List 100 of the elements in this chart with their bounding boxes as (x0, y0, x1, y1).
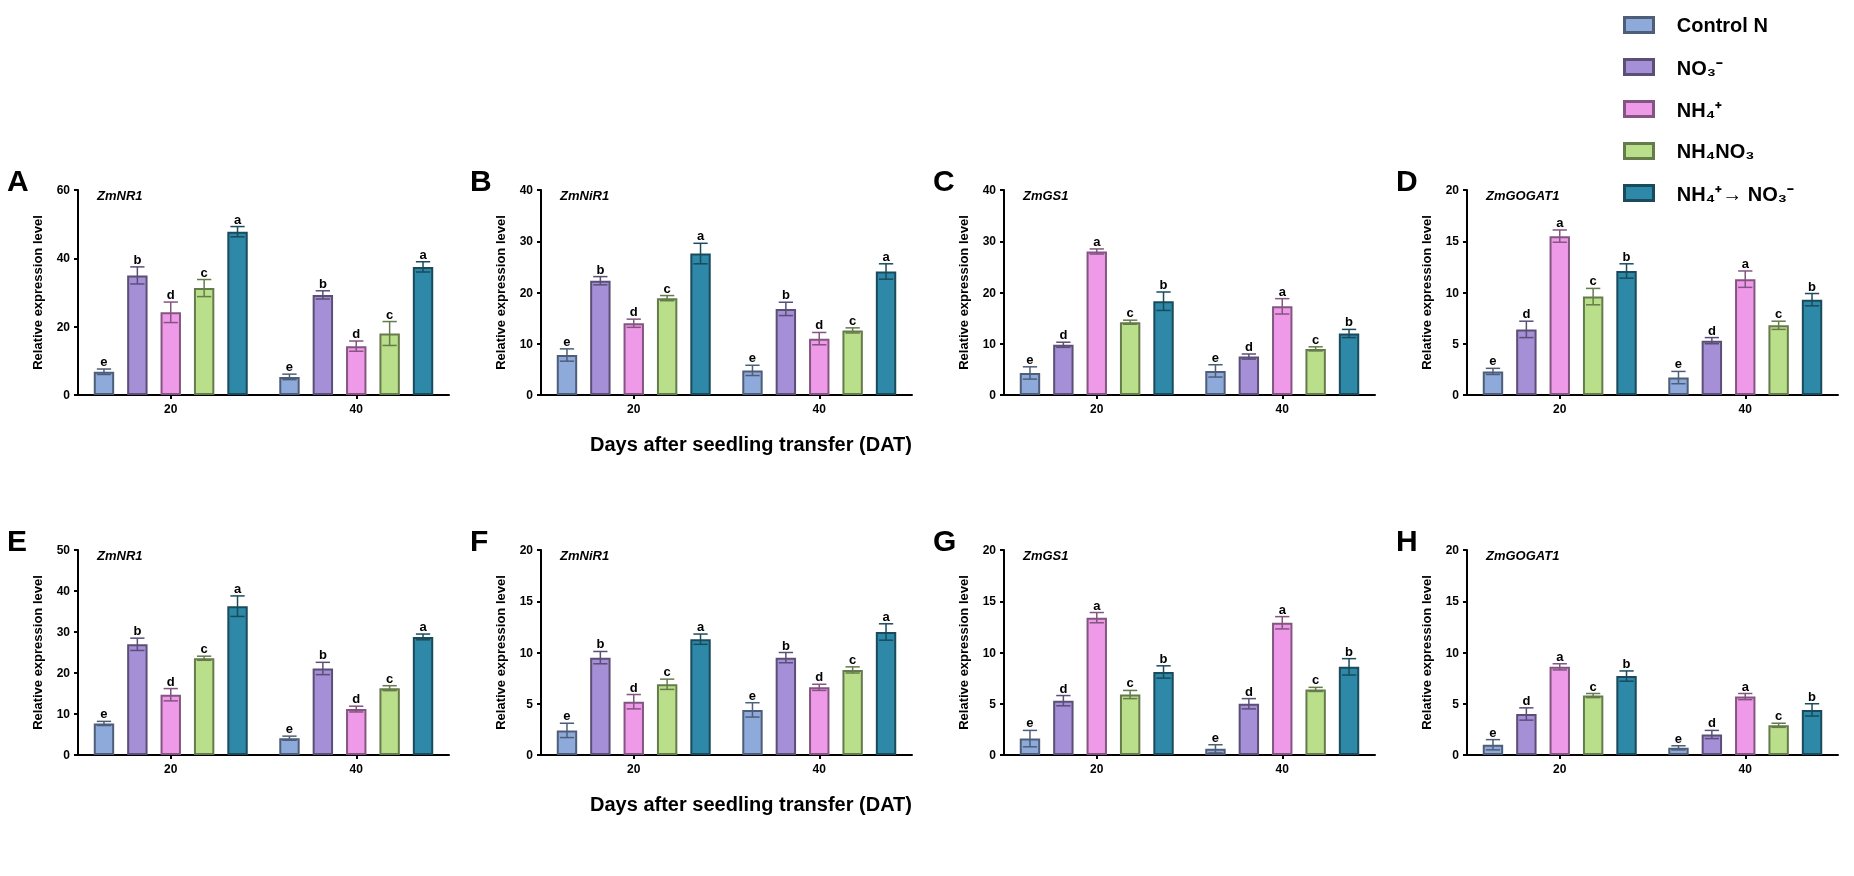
x-tick-label: 40 (1275, 402, 1290, 416)
y-tick-label: 60 (56, 183, 71, 197)
data-label: a (419, 246, 428, 262)
data-label: c (200, 264, 208, 280)
data-label: c (849, 651, 857, 667)
y-tick-label: 5 (1452, 336, 1460, 351)
data-label: d (166, 287, 175, 303)
data-label: b (596, 261, 605, 277)
y-tick-label: 40 (519, 183, 534, 197)
data-label: d (1059, 327, 1068, 343)
x-tick-label: 40 (812, 762, 827, 776)
data-label: a (1556, 648, 1565, 664)
y-axis-title: Relative expression level (30, 215, 45, 370)
x-axis-title: Days after seedling transfer (DAT) (589, 433, 913, 456)
bar (1119, 322, 1141, 395)
chart-title: H (1396, 523, 1418, 557)
y-tick-label: 20 (982, 285, 997, 300)
y-tick-label: 40 (56, 251, 71, 266)
bar (312, 294, 334, 395)
data-label: d (1522, 692, 1531, 708)
data-label: a (882, 608, 891, 624)
bar (1768, 725, 1789, 755)
y-tick-label: 30 (519, 234, 534, 249)
data-label: c (1775, 306, 1783, 322)
y-tick-label: 15 (519, 594, 534, 609)
data-label: e (1674, 356, 1683, 372)
bar (842, 330, 863, 395)
y-tick-label: 5 (1452, 696, 1460, 711)
y-tick-label: 30 (982, 234, 997, 249)
data-label: d (1707, 715, 1716, 731)
data-label: a (1093, 233, 1102, 249)
legend-label: NO₃⁻ (1676, 55, 1724, 81)
y-tick-label: 20 (519, 285, 534, 300)
data-label: a (1278, 601, 1287, 617)
chart-subtitle: ZmGOGAT1 (1485, 188, 1560, 203)
y-axis-title: Relative expression level (493, 215, 508, 370)
y-tick-label: 20 (56, 666, 71, 680)
x-tick-label: 20 (164, 402, 178, 416)
legend-label: Control N (1676, 13, 1768, 37)
y-tick-label: 5 (526, 696, 534, 711)
data-label: d (1244, 339, 1253, 354)
y-tick-label: 0 (989, 388, 997, 402)
y-tick-label: 0 (526, 748, 534, 762)
y-tick-label: 10 (519, 336, 534, 351)
bar (1153, 671, 1174, 755)
x-tick-label: 20 (1090, 762, 1104, 776)
x-tick-label: 40 (812, 402, 827, 416)
bar (1205, 370, 1226, 395)
chart-subtitle: ZmGS1 (1022, 548, 1069, 563)
chart-title: E (7, 523, 28, 557)
data-label: c (1775, 708, 1783, 724)
chart-title: C (933, 163, 955, 197)
y-tick-label: 15 (982, 594, 997, 609)
y-tick-label: 0 (989, 748, 997, 762)
bar (1801, 709, 1823, 755)
data-label: e (1026, 715, 1034, 731)
data-label: e (100, 354, 108, 370)
bar (1338, 333, 1360, 395)
y-axis-title: Relative expression level (956, 575, 971, 730)
data-label: c (1312, 672, 1320, 688)
bar (346, 709, 367, 755)
data-label: e (1674, 730, 1683, 746)
bar (1086, 617, 1107, 755)
data-label: e (748, 350, 757, 366)
legend-label: NH₄NO₃ (1676, 139, 1755, 163)
x-tick-label: 40 (349, 762, 364, 776)
bar (1701, 340, 1723, 395)
x-tick-label: 20 (1553, 762, 1567, 776)
bar (412, 636, 434, 755)
y-tick-label: 15 (1445, 594, 1460, 609)
data-label: e (285, 359, 294, 375)
bar (656, 684, 678, 755)
x-tick-label: 40 (1738, 762, 1753, 776)
chart-title: A (7, 163, 29, 197)
bar (775, 657, 797, 755)
data-label: e (1489, 724, 1497, 740)
data-label: c (849, 312, 857, 328)
bar (93, 723, 115, 755)
y-tick-label: 20 (56, 319, 71, 334)
chart-subtitle: ZmNiR1 (559, 188, 610, 203)
bar (1735, 696, 1756, 755)
data-label: c (386, 670, 394, 686)
data-label: b (1159, 276, 1168, 292)
data-label: b (1622, 248, 1631, 264)
bar (1549, 666, 1570, 755)
bar (1238, 703, 1260, 755)
y-axis-title: Relative expression level (956, 215, 971, 370)
y-tick-label: 10 (1445, 645, 1460, 660)
data-label: e (563, 333, 571, 349)
bar (690, 639, 711, 755)
bar (1582, 695, 1604, 755)
data-label: e (100, 706, 108, 722)
data-label: a (1556, 214, 1565, 230)
data-label: b (133, 251, 142, 267)
y-tick-label: 30 (56, 625, 71, 639)
y-tick-label: 20 (1445, 183, 1460, 197)
data-label: d (815, 317, 824, 333)
data-label: c (386, 306, 394, 322)
chart-title: B (470, 163, 492, 197)
y-axis-title: Relative expression level (493, 575, 508, 730)
